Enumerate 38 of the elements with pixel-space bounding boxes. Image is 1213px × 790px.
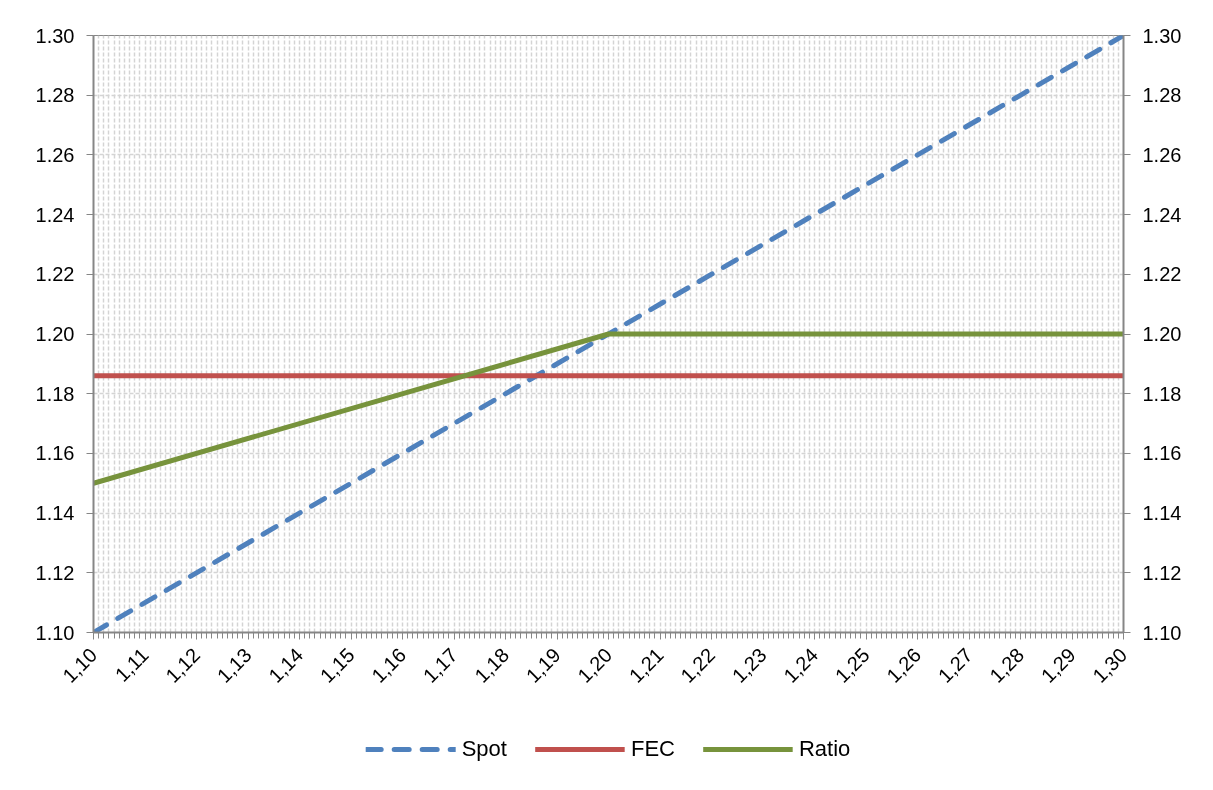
legend-label: FEC [630, 736, 675, 762]
y2-tick-label: 1.22 [1142, 263, 1182, 286]
x-tick-label: 1,29 [1036, 643, 1080, 687]
y2-tick-label: 1.10 [1142, 621, 1182, 644]
y-tick-label: 1.24 [35, 203, 75, 226]
x-tick-label: 1,28 [985, 643, 1029, 687]
y2-tick-label: 1.26 [1142, 143, 1182, 166]
x-tick-label: 1,18 [470, 643, 514, 687]
y-tick-label: 1.26 [35, 143, 75, 166]
y2-tick-label: 1.24 [1142, 203, 1182, 226]
x-tick-label: 1,19 [521, 643, 565, 687]
y2-tick-label: 1.12 [1142, 561, 1182, 584]
legend-label: Spot [461, 736, 507, 762]
x-tick-label: 1,30 [1088, 643, 1132, 687]
x-tick-label: 1,23 [727, 643, 771, 687]
y-tick-label: 1.20 [35, 323, 75, 345]
x-tick-label: 1,21 [624, 643, 668, 687]
y-tick-label: 1.10 [35, 621, 75, 644]
y-tick-label: 1.22 [35, 263, 75, 286]
y-tick-label: 1.14 [35, 502, 75, 525]
y-tick-label: 1.16 [35, 442, 75, 465]
x-tick-label: 1,13 [212, 643, 256, 687]
y-tick-label: 1.18 [35, 382, 75, 405]
y-tick-label: 1.12 [35, 561, 75, 584]
x-tick-label: 1,12 [161, 643, 205, 687]
x-tick-label: 1,10 [58, 643, 102, 687]
y2-tick-label: 1.30 [1142, 24, 1182, 47]
y2-tick-label: 1.14 [1142, 502, 1182, 525]
y2-tick-label: 1.20 [1142, 323, 1182, 345]
y2-tick-label: 1.16 [1142, 442, 1182, 465]
y-tick-label: 1.30 [35, 24, 75, 47]
x-tick-label: 1,11 [110, 643, 153, 686]
x-tick-label: 1,20 [573, 643, 617, 687]
legend-label: Ratio [798, 736, 851, 762]
y-tick-label: 1.28 [35, 84, 75, 107]
y2-tick-label: 1.18 [1142, 382, 1182, 405]
x-tick-label: 1,22 [676, 643, 720, 687]
y2-tick-label: 1.28 [1142, 84, 1182, 107]
